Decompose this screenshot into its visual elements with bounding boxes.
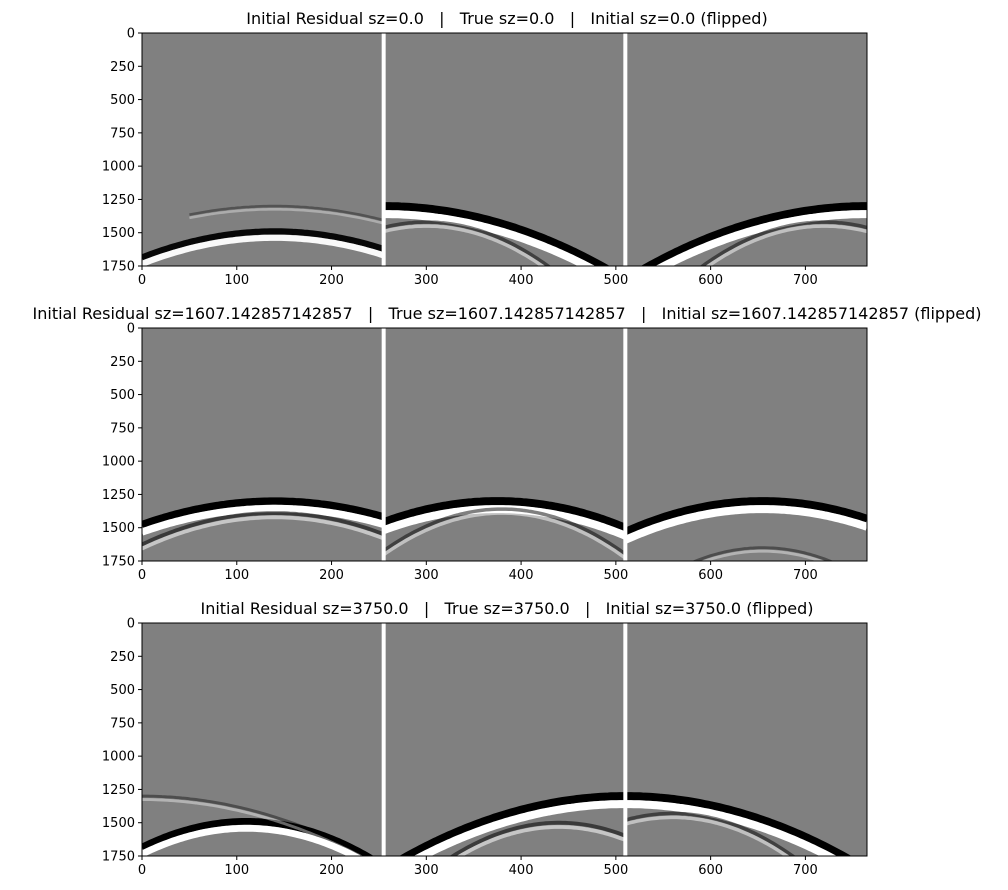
subplot-title: Initial Residual sz=0.0 | True sz=0.0 | … [246,9,767,28]
arrival-dark-0 [142,228,385,261]
axes-frame [141,327,868,562]
arrival-bright-0 [142,504,385,536]
arrival-dark-0 [142,497,385,529]
y-tick-label: 1750 [102,850,135,865]
y-tick-label: 1500 [102,226,135,241]
y-tick-label: 250 [110,650,135,665]
arrival-bright-0 [142,824,362,856]
x-tick-label: 0 [138,863,146,878]
arrival-dark-3 [449,820,626,856]
y-tick-label: 1500 [102,521,135,536]
arrival-dark-4 [640,202,867,266]
subplot-sz-3750: Initial Residual sz=3750.0 | True sz=375… [102,599,868,878]
subplot-sz-0: Initial Residual sz=0.0 | True sz=0.0 | … [102,9,868,288]
arrival-bright-3 [456,825,626,856]
y-tick-label: 0 [127,27,135,42]
arrival-bright-4 [623,505,867,544]
y-tick-label: 0 [127,322,135,337]
x-tick-label: 500 [603,568,628,583]
x-tick-label: 100 [224,863,249,878]
y-tick-label: 750 [110,716,135,731]
x-tick-label: 200 [319,863,344,878]
arrival-bright-1 [142,515,385,551]
arrival-bright-3 [383,224,546,266]
y-tick-label: 0 [127,617,135,632]
arrival-dark-4 [625,792,852,856]
x-tick-label: 0 [138,273,146,288]
x-tick-label: 600 [698,273,723,288]
arrival-bright-4 [655,210,867,266]
arrival-bright-5 [700,549,825,561]
arrival-dark-2 [383,202,610,266]
subplot-title: Initial Residual sz=3750.0 | True sz=375… [200,599,813,618]
y-tick-label: 1000 [102,750,135,765]
x-tick-label: 300 [414,863,439,878]
plot-area [142,33,867,266]
x-tick-label: 700 [793,568,818,583]
arrival-dark-2 [399,792,626,856]
y-tick-label: 500 [110,683,135,698]
y-tick-label: 1750 [102,555,135,570]
arrival-bright-3 [382,511,627,560]
arrival-dark-2 [382,497,627,532]
arrival-dark-1 [142,794,370,856]
image-background [142,328,867,561]
x-tick-label: 600 [698,568,723,583]
axes-frame [141,622,868,857]
plot-area [142,328,867,561]
y-tick-label: 1500 [102,816,135,831]
x-tick-label: 300 [414,273,439,288]
y-tick-label: 1250 [102,488,135,503]
x-tick-label: 0 [138,568,146,583]
x-tick-label: 600 [698,863,723,878]
arrival-dark-0 [142,818,374,856]
y-tick-label: 1000 [102,455,135,470]
axes-frame [141,32,868,267]
arrival-bright-5 [705,224,867,266]
arrival-dark-3 [383,220,551,266]
arrival-dark-3 [382,507,627,556]
arrival-dark-5 [699,220,867,266]
x-tick-label: 100 [224,273,249,288]
arrival-dark-5 [691,546,834,561]
x-tick-label: 400 [509,273,534,288]
y-tick-label: 1750 [102,260,135,275]
arrival-dark-1 [189,204,384,222]
x-tick-label: 100 [224,568,249,583]
subplot-title: Initial Residual sz=1607.142857142857 | … [33,304,982,323]
x-tick-label: 700 [793,273,818,288]
y-tick-label: 1250 [102,193,135,208]
y-tick-label: 750 [110,421,135,436]
x-tick-label: 300 [414,568,439,583]
x-tick-label: 200 [319,273,344,288]
y-tick-label: 500 [110,388,135,403]
x-tick-label: 400 [509,863,534,878]
x-tick-label: 700 [793,863,818,878]
x-tick-label: 400 [509,568,534,583]
arrival-bright-0 [142,234,385,266]
arrival-bright-4 [625,800,838,856]
subplot-sz-1607: Initial Residual sz=1607.142857142857 | … [33,304,982,583]
arrival-bright-2 [413,800,626,856]
y-tick-label: 250 [110,355,135,370]
arrival-dark-1 [142,511,385,547]
x-tick-label: 500 [603,863,628,878]
arrival-bright-5 [624,815,790,856]
x-tick-label: 200 [319,568,344,583]
arrival-bright-1 [142,798,364,856]
arrival-bright-1 [189,208,384,225]
y-tick-label: 750 [110,126,135,141]
arrival-dark-4 [623,497,867,536]
y-tick-label: 250 [110,60,135,75]
x-tick-label: 500 [603,273,628,288]
arrival-bright-2 [383,210,596,266]
arrival-dark-5 [624,811,796,856]
plot-area [142,623,867,856]
y-tick-label: 500 [110,93,135,108]
y-tick-label: 1000 [102,160,135,175]
y-tick-label: 1250 [102,783,135,798]
